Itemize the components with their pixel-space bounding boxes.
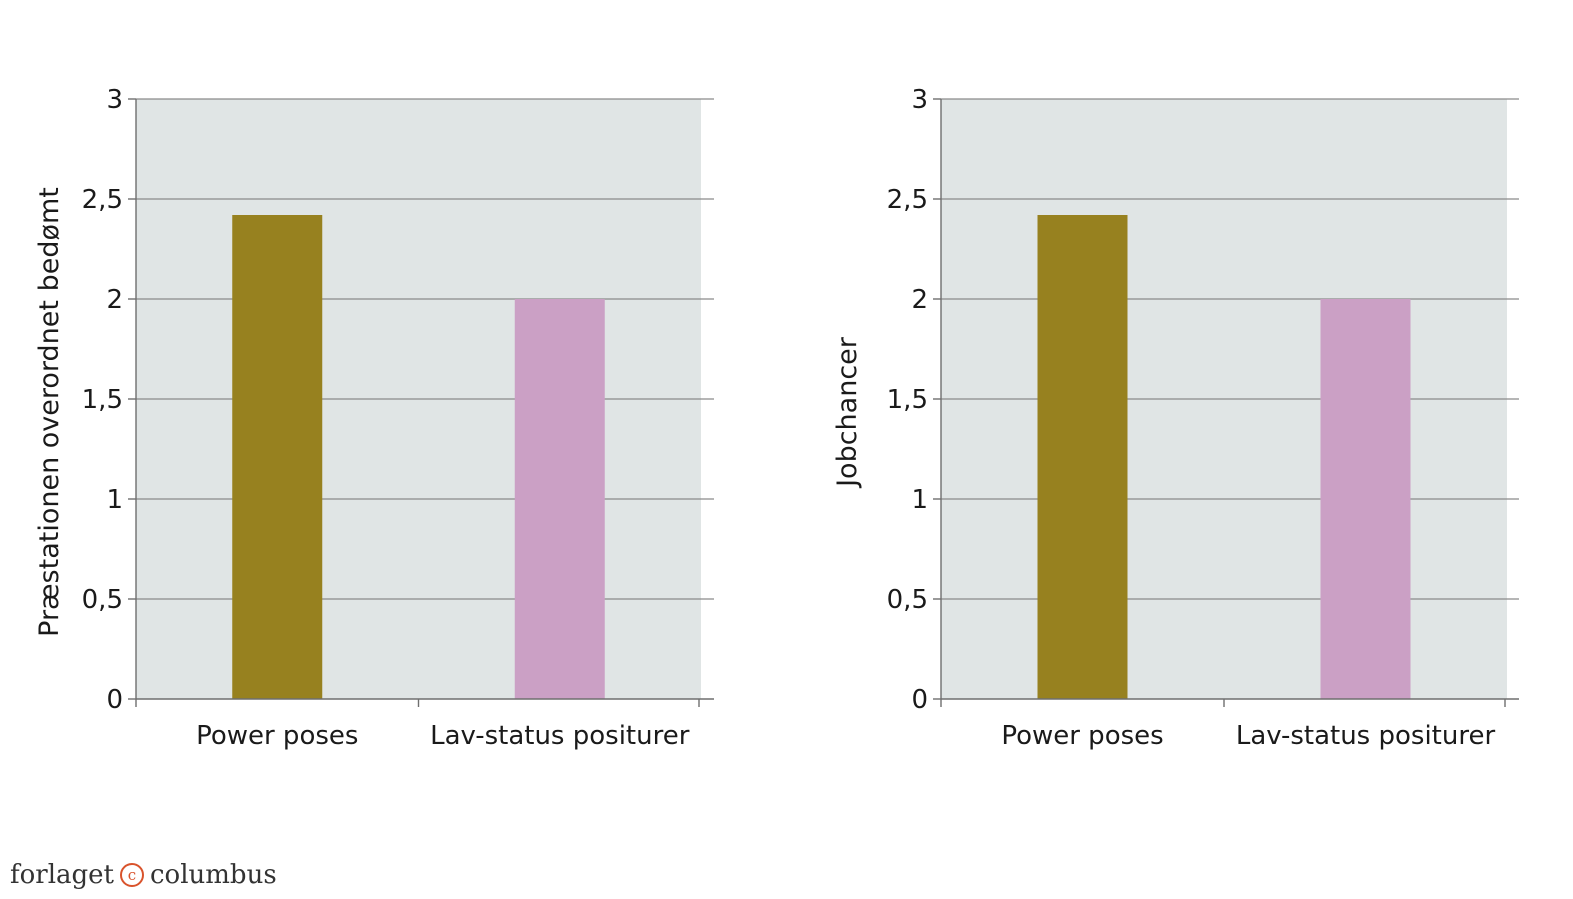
bar-2 <box>514 299 605 699</box>
y-tick-label: 1 <box>106 485 123 515</box>
publisher-logo: forlaget c columbus <box>10 858 277 892</box>
copyright-mark-icon: c <box>120 863 144 887</box>
y-tick-label: 3 <box>911 85 928 115</box>
y-tick-label: 2,5 <box>82 185 123 215</box>
y-tick-label: 0 <box>106 685 123 715</box>
publisher-name-left: forlaget <box>10 860 114 890</box>
publisher-name-right: columbus <box>150 860 277 890</box>
y-tick-label: 2 <box>911 285 928 315</box>
chart-2: Power poses Lav-status positurer 0 0,5 1 1,5 2… <box>832 85 1519 751</box>
x-tick-label: Power poses <box>196 721 358 751</box>
y-tick-label: 0,5 <box>887 585 928 615</box>
y-tick-label: 1 <box>911 485 928 515</box>
x-tick-label: Lav-status positurer <box>1236 721 1496 751</box>
y-tick-label: 2 <box>106 285 123 315</box>
y-tick-label: 1,5 <box>887 385 928 415</box>
y-axis-title: Præstationen overordnet bedømt <box>34 187 65 637</box>
bar-1 <box>1037 215 1128 699</box>
y-tick-label: 0 <box>911 685 928 715</box>
bar-2 <box>1320 299 1411 699</box>
y-tick-label: 0,5 <box>82 585 123 615</box>
y-tick-label: 3 <box>106 85 123 115</box>
y-axis-title: Jobchancer <box>832 336 863 489</box>
bar-1 <box>232 215 323 699</box>
y-tick-label: 1,5 <box>82 385 123 415</box>
y-tick-label: 2,5 <box>887 185 928 215</box>
x-tick-label: Power poses <box>1001 721 1163 751</box>
x-tick-label: Lav-status positurer <box>430 721 690 751</box>
chart-1: Power poses Lav-status positurer 0 0,5 1 1,5 2… <box>34 85 714 751</box>
